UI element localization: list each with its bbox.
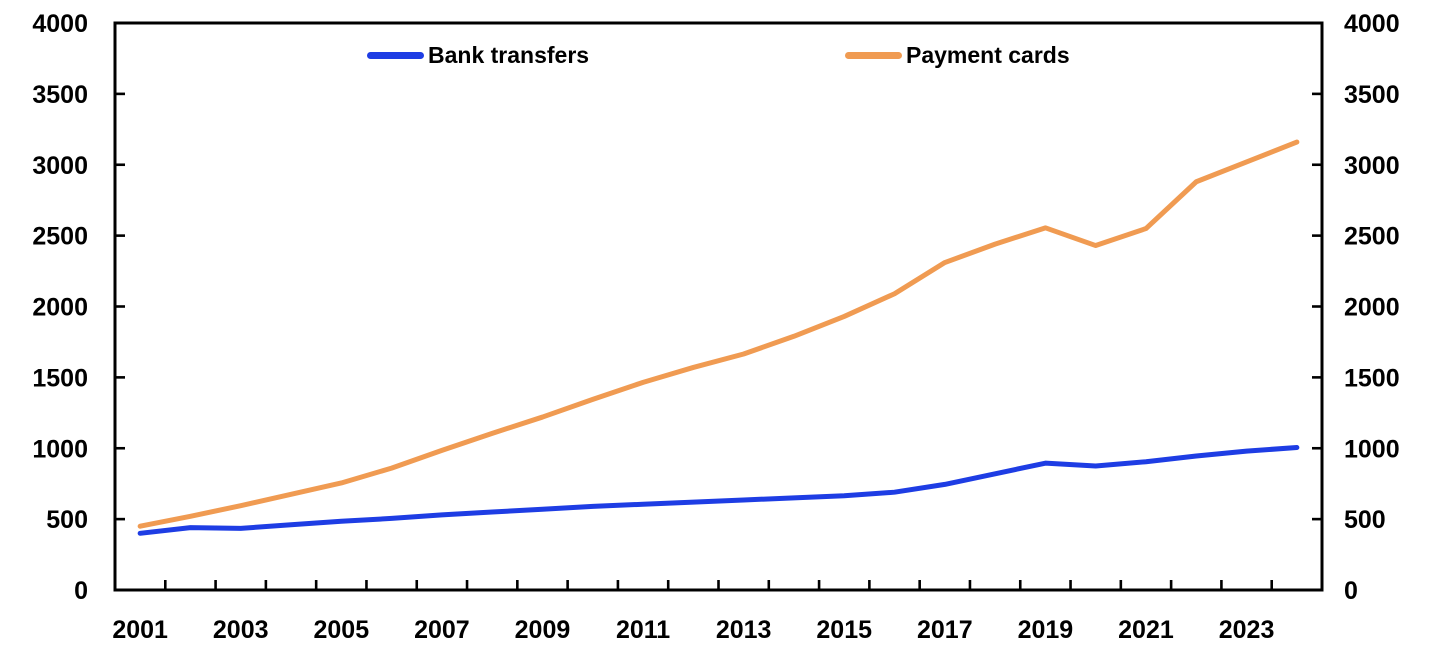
x-axis-label: 2001 — [112, 616, 168, 644]
series-line-bank-transfers — [137, 445, 1300, 536]
legend-item-bank-transfers: Bank transfers — [367, 42, 589, 68]
y-axis-label-right: 2000 — [1344, 294, 1400, 322]
x-axis-label: 2003 — [213, 616, 269, 644]
y-axis-label-right: 0 — [1344, 577, 1358, 605]
x-axis-label: 2015 — [816, 616, 872, 644]
y-axis-label-left: 0 — [74, 577, 88, 605]
y-axis-label-left: 3000 — [32, 152, 88, 180]
legend-marker-bank-transfers-icon — [367, 51, 424, 59]
x-axis-label: 2013 — [716, 616, 772, 644]
y-axis-label-left: 500 — [46, 506, 88, 534]
x-axis-label: 2023 — [1219, 616, 1275, 644]
legend-label-payment-cards: Payment cards — [906, 41, 1070, 68]
legend-marker-payment-cards-icon — [845, 51, 902, 59]
y-axis-label-right: 3500 — [1344, 81, 1400, 109]
y-axis-label-right: 1500 — [1344, 364, 1400, 392]
y-axis-label-left: 1000 — [32, 435, 88, 463]
x-axis-label: 2019 — [1018, 616, 1074, 644]
y-axis-label-left: 2500 — [32, 223, 88, 251]
x-axis-label: 2007 — [414, 616, 470, 644]
y-axis-label-right: 3000 — [1344, 152, 1400, 180]
x-axis-label: 2017 — [917, 616, 973, 644]
series-line-payment-cards — [137, 139, 1300, 529]
legend-label-bank-transfers: Bank transfers — [428, 41, 590, 68]
y-axis-label-left: 2000 — [32, 294, 88, 322]
y-axis-label-left: 4000 — [32, 10, 88, 38]
x-axis-label: 2011 — [616, 616, 670, 644]
y-axis-label-right: 1000 — [1344, 435, 1400, 463]
y-axis-label-left: 3500 — [32, 81, 88, 109]
x-axis-label: 2021 — [1118, 616, 1174, 644]
y-axis-label-right: 4000 — [1344, 10, 1400, 38]
x-axis-label: 2009 — [515, 616, 571, 644]
x-axis-label: 2005 — [314, 616, 370, 644]
y-axis-label-right: 500 — [1344, 506, 1386, 534]
legend-item-payment-cards: Payment cards — [845, 42, 1070, 68]
plot-frame — [113, 21, 1324, 592]
y-axis-label-right: 2500 — [1344, 223, 1400, 251]
y-axis-label-left: 1500 — [32, 364, 88, 392]
